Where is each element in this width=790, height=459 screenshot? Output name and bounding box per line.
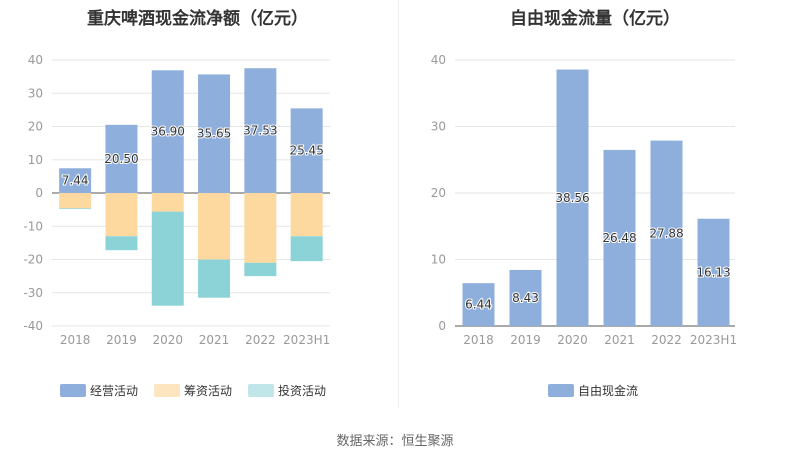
- chart1-y-tick: 40: [431, 53, 446, 67]
- chart0-bar-经营活动: [290, 108, 323, 193]
- chart1-x-tick: 2021: [604, 333, 635, 347]
- chart1-data-label: 27.88: [649, 226, 683, 240]
- chart0-bar-筹资活动: [244, 193, 277, 263]
- chart0-bar-经营活动: [244, 68, 277, 193]
- legend-label-financing: 筹资活动: [184, 384, 233, 398]
- left-chart-title: 重庆啤酒现金流净额（亿元）: [87, 9, 308, 29]
- chart1-y-tick: 0: [438, 319, 446, 333]
- chart0-bar-经营活动: [59, 168, 92, 193]
- legend-item-fcf[interactable]: 自由现金流: [548, 382, 638, 399]
- chart0-bar-投资活动: [290, 236, 323, 262]
- chart0-data-label: 20.50: [104, 152, 138, 166]
- legend-item-financing[interactable]: 筹资活动: [154, 382, 232, 399]
- chart1-bar-自由现金流: [603, 149, 636, 326]
- chart1-x-tick: 2019: [510, 333, 541, 347]
- chart1-data-label: 8.43: [512, 291, 539, 305]
- chart0-y-tick: -20: [23, 253, 43, 267]
- right-legend: 自由现金流: [548, 382, 654, 399]
- chart0-x-tick: 2019: [106, 333, 137, 347]
- chart1-bar-自由现金流: [650, 140, 683, 326]
- chart0-x-tick: 2018: [60, 333, 91, 347]
- chart1-data-label: 26.48: [602, 231, 636, 245]
- data-source: 数据来源：恒生聚源: [336, 434, 454, 449]
- chart1-data-label: 6.44: [465, 298, 492, 312]
- chart0-y-tick: -10: [23, 219, 43, 233]
- chart0-bar-投资活动: [198, 259, 231, 298]
- legend-swatch-investing: [248, 384, 275, 397]
- legend-swatch-operating: [60, 384, 86, 397]
- chart0-bar-经营活动: [198, 74, 231, 193]
- legend-label-operating: 经营活动: [90, 384, 139, 398]
- chart0-y-tick: 10: [28, 153, 43, 167]
- chart1-bar-自由现金流: [556, 69, 589, 327]
- chart1-x-tick: 2020: [557, 333, 588, 347]
- chart1-x-tick: 2018: [463, 333, 494, 347]
- chart0-y-tick: 30: [28, 86, 43, 100]
- panel-divider: [398, 0, 399, 408]
- chart0-data-label: 25.45: [289, 144, 323, 158]
- chart0-bar-筹资活动: [105, 193, 138, 237]
- chart0-x-tick: 2022: [245, 333, 276, 347]
- legend-label-fcf: 自由现金流: [578, 384, 639, 398]
- chart0-bar-投资活动: [59, 208, 92, 209]
- legend-item-operating[interactable]: 经营活动: [60, 382, 138, 399]
- chart0-bar-筹资活动: [290, 193, 323, 237]
- chart1-bar-自由现金流: [697, 218, 730, 326]
- chart0-y-tick: 0: [35, 186, 43, 200]
- chart1-data-label: 38.56: [555, 191, 589, 205]
- left-legend: 经营活动 筹资活动 投资活动: [60, 382, 342, 399]
- legend-swatch-fcf: [548, 384, 574, 397]
- chart0-bar-投资活动: [151, 211, 184, 306]
- legend-swatch-financing: [154, 384, 181, 397]
- chart0-bar-经营活动: [105, 124, 138, 193]
- chart1-x-tick: 2022: [651, 333, 682, 347]
- chart1-bar-自由现金流: [462, 283, 495, 326]
- chart0-data-label: 36.90: [151, 125, 185, 139]
- chart0-x-tick: 2023H1: [283, 333, 330, 347]
- chart0-y-tick: 20: [28, 120, 43, 134]
- chart0-x-tick: 2021: [199, 333, 230, 347]
- chart0-y-tick: -30: [23, 286, 43, 300]
- chart0-bar-投资活动: [244, 262, 277, 277]
- chart0-y-tick: 40: [28, 53, 43, 67]
- right-chart-title: 自由现金流量（亿元）: [510, 9, 680, 29]
- legend-label-investing: 投资活动: [278, 384, 327, 398]
- chart0-x-tick: 2020: [152, 333, 183, 347]
- chart1-y-tick: 30: [431, 120, 446, 134]
- chart0-data-label: 37.53: [243, 124, 277, 138]
- chart0-bar-投资活动: [105, 236, 138, 251]
- chart1-y-tick: 10: [431, 253, 446, 267]
- chart0-data-label: 35.65: [197, 127, 231, 141]
- chart0-y-tick: -40: [23, 319, 43, 333]
- chart0-bar-经营活动: [151, 70, 184, 193]
- legend-item-investing[interactable]: 投资活动: [248, 382, 326, 399]
- chart0-bar-筹资活动: [59, 193, 92, 209]
- chart1-x-tick: 2023H1: [690, 333, 737, 347]
- chart1-bar-自由现金流: [509, 269, 542, 326]
- chart0-data-label: 7.44: [62, 174, 89, 188]
- chart0-bar-筹资活动: [198, 193, 231, 260]
- chart0-bar-筹资活动: [151, 193, 184, 212]
- chart1-data-label: 16.13: [696, 265, 730, 279]
- chart1-y-tick: 20: [431, 186, 446, 200]
